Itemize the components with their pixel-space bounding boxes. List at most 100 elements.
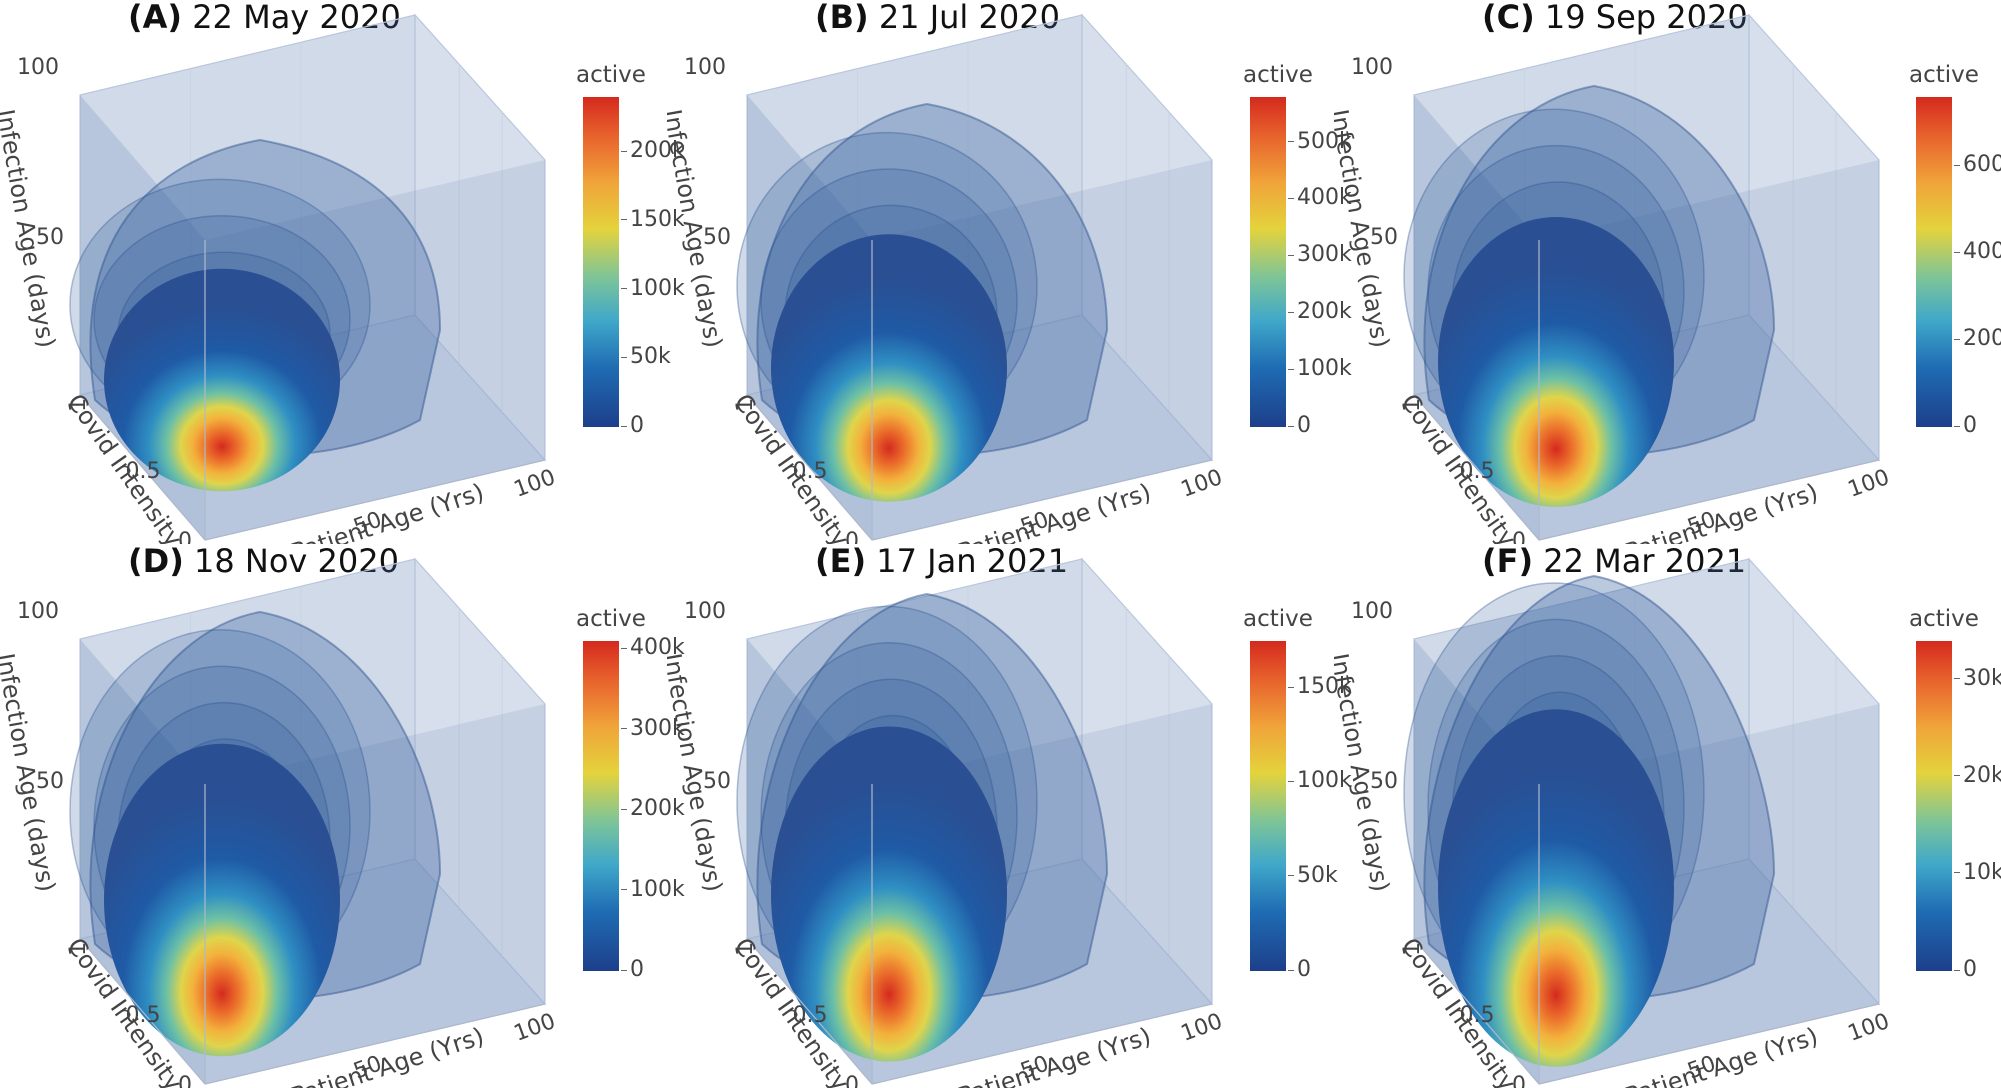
panel-date: 18 Nov 2020 [183, 542, 399, 580]
colorbar-tick-label: 50k [1288, 862, 1338, 888]
y-tick-label: 1 [733, 942, 758, 956]
colorbar-tick-label: 50k [621, 344, 671, 370]
z-tick-label: 100 [17, 599, 59, 624]
panel-date: 22 May 2020 [182, 0, 401, 36]
y-tick-label: 0.5 [793, 459, 828, 484]
colorbar-title: active [1909, 606, 1979, 632]
colorbar-tick-label: 0 [1954, 413, 1977, 438]
z-tick-label: 100 [684, 599, 726, 624]
colorbar-tick-label: 400k [621, 635, 685, 661]
panel-title: (E) 17 Jan 2021 [815, 542, 1068, 580]
chart-panel: (F) 22 Mar 2021050100Patient Age (Yrs)00… [1334, 542, 2001, 1088]
colorbar-tick-label: 400k [1954, 239, 2001, 264]
density-core [1438, 217, 1674, 507]
colorbar-tick-label: 150k [621, 206, 685, 232]
colorbar-tick-label: 150k [1288, 674, 1352, 700]
panel-title: (F) 22 Mar 2021 [1482, 542, 1746, 580]
y-tick-label: 0.5 [793, 1003, 828, 1028]
colorbar [1916, 641, 1952, 971]
panel-title: (A) 22 May 2020 [128, 0, 401, 36]
z-tick-label: 100 [1351, 55, 1393, 80]
chart-panel: (E) 17 Jan 2021050100Patient Age (Yrs)00… [667, 542, 1352, 1088]
y-tick-label: 0 [1512, 1073, 1526, 1088]
x-tick-label: 100 [1178, 465, 1226, 503]
y-tick-label: 0.5 [126, 1003, 161, 1028]
z-tick-label: 50 [1370, 769, 1398, 794]
y-tick-label: 1 [1400, 398, 1425, 412]
y-tick-label: 0 [845, 1073, 859, 1088]
z-tick-label: 50 [1370, 225, 1398, 250]
colorbar-title: active [1243, 62, 1313, 88]
z-tick-label: 50 [703, 225, 731, 250]
chart-panel: (A) 22 May 2020050100Patient Age (Yrs)00… [0, 0, 685, 544]
panel-date: 22 Mar 2021 [1533, 542, 1747, 580]
density-core [104, 743, 340, 1057]
y-tick-label: 0.5 [1460, 1003, 1495, 1028]
colorbar [1916, 97, 1952, 427]
density-core [771, 726, 1007, 1062]
colorbar-tick-label: 200k [621, 138, 685, 163]
colorbar-tick-label: 500k [1288, 128, 1352, 154]
colorbar-tick-label: 200k [621, 796, 685, 822]
colorbar-tick-label: 300k [1288, 242, 1352, 268]
chart-panel: (B) 21 Jul 2020050100Patient Age (Yrs)00… [667, 0, 1352, 544]
y-tick-label: 1 [1400, 942, 1425, 956]
panel-date: 19 Sep 2020 [1534, 0, 1748, 36]
panel-date: 21 Jul 2020 [868, 0, 1060, 36]
panel-label: (F) [1482, 542, 1534, 580]
chart-panel: (C) 19 Sep 2020050100Patient Age (Yrs)00… [1334, 0, 2001, 544]
colorbar [583, 641, 619, 971]
panel-title: (D) 18 Nov 2020 [128, 542, 399, 580]
y-tick-label: 1 [66, 398, 91, 412]
chart-panel: (D) 18 Nov 2020050100Patient Age (Yrs)00… [0, 542, 685, 1088]
colorbar-tick-label: 0 [1288, 413, 1311, 438]
y-tick-label: 1 [733, 398, 758, 412]
colorbar-tick-label: 0 [621, 957, 644, 982]
density-core [1438, 709, 1674, 1067]
panel-label: (D) [128, 542, 184, 580]
colorbar-tick-label: 100k [1288, 356, 1352, 382]
colorbar [583, 97, 619, 427]
colorbar-tick-label: 10k [1954, 860, 2001, 885]
y-tick-label: 0.5 [1460, 459, 1495, 484]
y-tick-label: 0 [1512, 529, 1526, 544]
colorbar-tick-label: 100k [1288, 768, 1352, 794]
density-core [104, 268, 340, 492]
colorbar-tick-label: 0 [1954, 957, 1977, 982]
colorbar-tick-label: 400k [1288, 185, 1352, 211]
y-tick-label: 0.5 [126, 459, 161, 484]
panel-label: (C) [1482, 0, 1535, 36]
z-tick-label: 50 [36, 225, 64, 250]
colorbar-title: active [576, 62, 646, 88]
colorbar [1250, 641, 1286, 971]
y-tick-label: 1 [66, 942, 91, 956]
z-tick-label: 100 [17, 55, 59, 80]
z-tick-label: 50 [703, 769, 731, 794]
y-tick-label: 0 [178, 1073, 192, 1088]
panel-label: (E) [815, 542, 867, 580]
colorbar-title: active [1909, 62, 1979, 88]
x-tick-label: 100 [1178, 1009, 1226, 1047]
panel-label: (B) [815, 0, 869, 36]
colorbar-tick-label: 20k [1954, 763, 2001, 788]
colorbar-tick-label: 0 [1288, 957, 1311, 982]
y-tick-label: 0 [178, 529, 192, 544]
panel-label: (A) [128, 0, 183, 36]
colorbar-tick-label: 200k [1288, 299, 1352, 325]
z-tick-label: 100 [684, 55, 726, 80]
colorbar-title: active [1243, 606, 1313, 632]
colorbar-title: active [576, 606, 646, 632]
z-tick-label: 100 [1351, 599, 1393, 624]
colorbar-tick-label: 300k [621, 715, 685, 741]
colorbar-tick-label: 30k [1954, 666, 2001, 691]
density-core [771, 234, 1007, 502]
colorbar-tick-label: 0 [621, 413, 644, 438]
x-tick-label: 100 [511, 465, 559, 503]
colorbar-tick-label: 100k [621, 275, 685, 301]
panel-title: (C) 19 Sep 2020 [1482, 0, 1748, 36]
x-tick-label: 100 [1845, 1009, 1893, 1047]
